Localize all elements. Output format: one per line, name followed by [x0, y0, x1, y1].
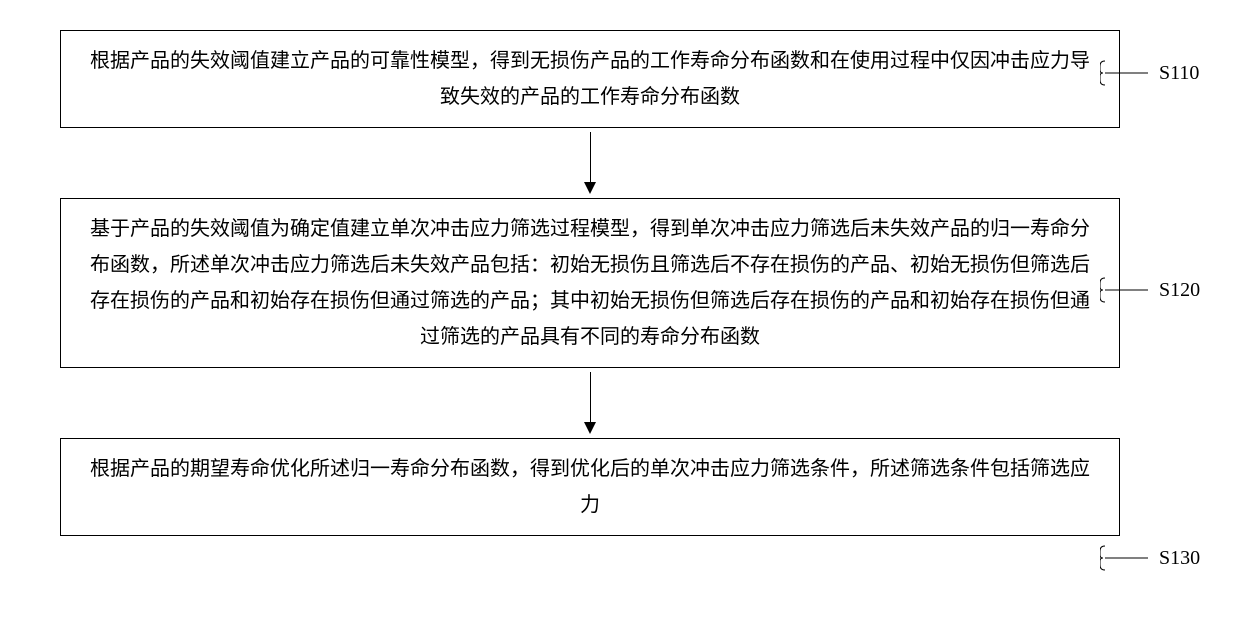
step-box-1: 根据产品的失效阈值建立产品的可靠性模型，得到无损伤产品的工作寿命分布函数和在使用… — [60, 30, 1120, 128]
arrow-2 — [584, 368, 596, 438]
flowchart-container: 根据产品的失效阈值建立产品的可靠性模型，得到无损伤产品的工作寿命分布函数和在使用… — [0, 0, 1140, 536]
step-label-1: S110 — [1159, 62, 1199, 85]
arrow-line — [590, 372, 591, 422]
connector-s110: S110 — [1100, 58, 1199, 88]
arrow-head-icon — [584, 422, 596, 434]
step-label-2: S120 — [1159, 279, 1200, 302]
connector-s120: S120 — [1100, 275, 1200, 305]
arrow-1 — [584, 128, 596, 198]
connector-s130: S130 — [1100, 543, 1200, 573]
step-text-2: 基于产品的失效阈值为确定值建立单次冲击应力筛选过程模型，得到单次冲击应力筛选后未… — [90, 218, 1090, 348]
step-text-3: 根据产品的期望寿命优化所述归一寿命分布函数，得到优化后的单次冲击应力筛选条件，所… — [90, 458, 1090, 516]
step-text-1: 根据产品的失效阈值建立产品的可靠性模型，得到无损伤产品的工作寿命分布函数和在使用… — [90, 50, 1090, 108]
step-label-3: S130 — [1159, 547, 1200, 570]
bracket-icon — [1100, 543, 1155, 573]
step-box-2: 基于产品的失效阈值为确定值建立单次冲击应力筛选过程模型，得到单次冲击应力筛选后未… — [60, 198, 1120, 368]
bracket-icon — [1100, 275, 1155, 305]
step-box-3: 根据产品的期望寿命优化所述归一寿命分布函数，得到优化后的单次冲击应力筛选条件，所… — [60, 438, 1120, 536]
arrow-line — [590, 132, 591, 182]
bracket-icon — [1100, 58, 1155, 88]
arrow-head-icon — [584, 182, 596, 194]
